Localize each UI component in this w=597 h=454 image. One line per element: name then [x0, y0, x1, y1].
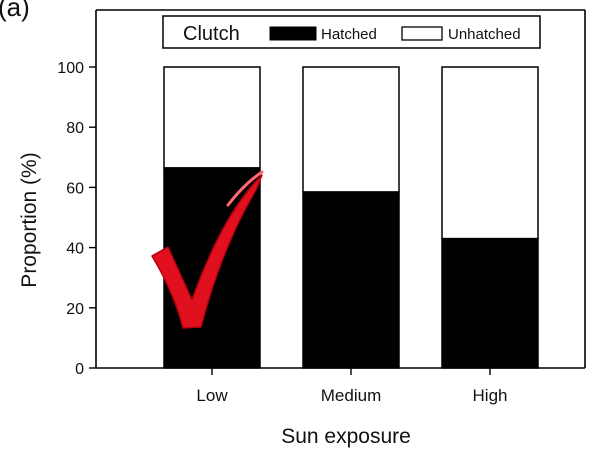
y-tick-label: 0: [75, 361, 84, 378]
panel-label: (a): [0, 0, 30, 22]
ticks-layer: 0 20 40 60 80 100 Low Medium High: [57, 60, 507, 405]
x-tick-label-high: High: [473, 386, 508, 405]
legend-label-hatched: Hatched: [321, 26, 377, 43]
red-checkmark-icon: [151, 174, 263, 329]
bars-layer: [163, 66, 539, 369]
y-tick-label: 60: [66, 180, 84, 197]
legend: Clutch Hatched Unhatched: [162, 15, 541, 49]
x-tick-label-medium: Medium: [321, 386, 381, 405]
legend-label-unhatched: Unhatched: [448, 26, 521, 43]
legend-title: Clutch: [183, 23, 240, 45]
checkmark-highlight: [226, 170, 264, 207]
x-tick-label-low: Low: [196, 386, 228, 405]
bar-unhatched-medium: [302, 66, 400, 193]
legend-box: [162, 15, 541, 49]
y-tick-label: 100: [57, 60, 84, 77]
y-axis-title: Proportion (%): [18, 152, 41, 287]
bar-hatched-high: [441, 237, 539, 369]
y-tick-label: 20: [66, 301, 84, 318]
y-tick-label: 40: [66, 241, 84, 258]
y-tick-label: 80: [66, 120, 84, 137]
bar-unhatched-low: [163, 66, 261, 169]
bar-hatched-medium: [302, 191, 400, 369]
legend-swatch-unhatched: [401, 26, 443, 41]
bar-unhatched-high: [441, 66, 539, 240]
axes-layer: [95, 9, 586, 369]
x-axis-title: Sun exposure: [281, 425, 411, 448]
checkmark-annotation: [151, 170, 264, 329]
legend-swatch-hatched: [269, 26, 317, 41]
